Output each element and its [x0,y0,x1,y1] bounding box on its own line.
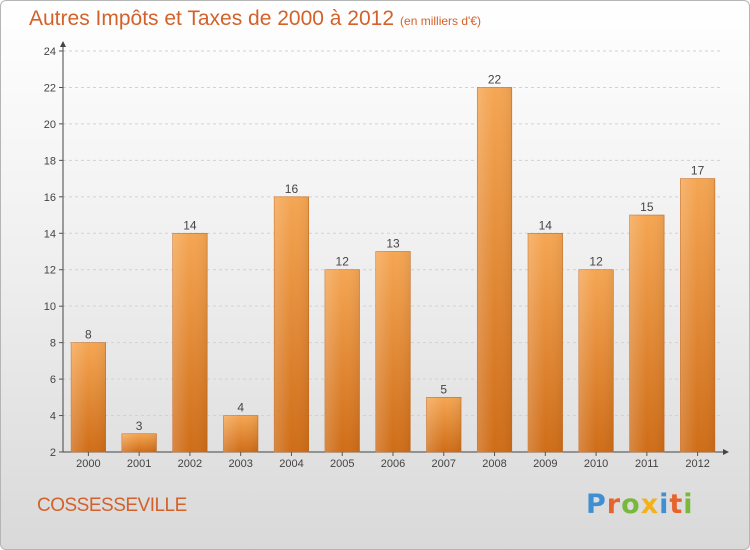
y-tick-label: 12 [44,265,56,277]
y-tick-label: 10 [44,301,56,313]
bar-value-label: 13 [386,237,400,251]
bar-highlight [71,342,106,452]
bar-value-label: 5 [440,382,447,396]
brand-letter: i [683,489,694,520]
bar-highlight [223,415,258,452]
brand-letter: x [640,489,660,520]
brand-letter: o [621,489,641,520]
bar-highlight [324,269,360,452]
bar-highlight [375,251,411,452]
y-tick-label: 20 [44,119,56,131]
x-tick-label: 2001 [127,458,151,470]
chart-subtitle: (en milliers d'€) [400,14,482,28]
y-tick-label: 4 [50,411,56,423]
bar-highlight [426,397,462,452]
chart-title: Autres Impôts et Taxes de 2000 à 2012 (en… [29,7,481,31]
y-tick-label: 14 [44,228,56,240]
bar-value-label: 12 [336,255,350,269]
y-tick-label: 24 [44,46,56,58]
x-tick-label: 2011 [635,458,659,470]
bar-highlight [578,269,614,452]
brand-letter: t [669,489,684,520]
bar-value-label: 16 [285,182,299,196]
x-tick-label: 2012 [685,458,709,470]
bar-value-label: 17 [691,164,705,178]
y-tick-label: 16 [44,192,56,204]
bar-value-label: 22 [488,72,502,86]
bar-value-label: 8 [85,328,92,342]
y-tick-label: 18 [44,155,56,167]
y-axis-arrow [60,41,66,47]
x-tick-label: 2006 [381,458,405,470]
x-tick-label: 2007 [432,458,456,470]
y-tick-label: 8 [50,338,56,350]
bar-value-label: 14 [539,218,553,232]
x-tick-label: 2004 [279,458,303,470]
brand-logo: Proxiti [586,489,694,520]
y-tick-label: 2 [50,447,56,459]
brand-letter: r [606,489,622,520]
bar-value-label: 14 [183,218,197,232]
x-tick-label: 2000 [76,458,100,470]
bar-value-label: 3 [136,419,143,433]
location-name: COSSESSEVILLE [37,495,187,516]
x-tick-label: 2002 [178,458,202,470]
brand-letter: i [659,489,670,520]
bar-highlight [477,87,512,453]
x-tick-label: 2010 [584,458,608,470]
x-axis-arrow [723,449,729,455]
bar-highlight [629,215,665,452]
bar-highlight [172,233,208,452]
chart-title-text: Autres Impôts et Taxes de 2000 à 2012 [29,7,395,30]
x-tick-label: 2005 [330,458,354,470]
x-tick-label: 2008 [482,458,506,470]
bar-highlight [528,233,563,452]
bar-highlight [680,178,715,452]
y-tick-label: 22 [44,82,56,94]
y-tick-label: 6 [50,374,56,386]
bar-value-label: 15 [640,200,654,214]
x-tick-label: 2003 [228,458,252,470]
bar-value-label: 12 [589,255,603,269]
bar-highlight [274,196,309,452]
brand-letter: P [586,489,607,520]
x-tick-label: 2009 [533,458,557,470]
bar-highlight [121,433,157,452]
bar-value-label: 4 [237,401,244,415]
